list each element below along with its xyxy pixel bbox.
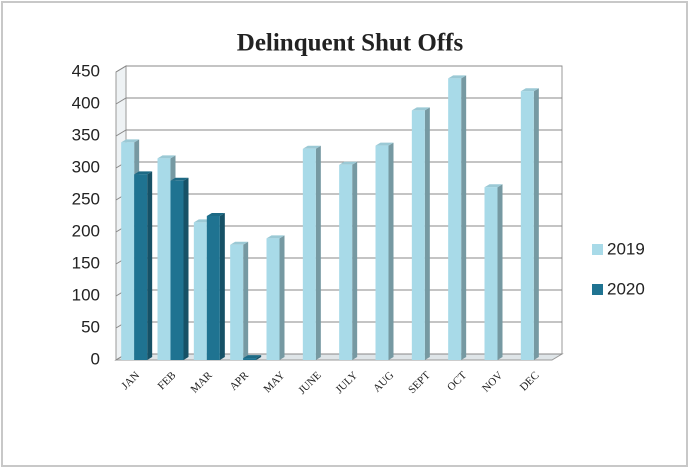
bar-top bbox=[170, 177, 189, 181]
bar-top bbox=[243, 355, 262, 359]
y-tick-label: 450 bbox=[72, 61, 100, 80]
bar bbox=[266, 238, 280, 360]
bar-side bbox=[497, 184, 503, 360]
bar bbox=[193, 222, 207, 360]
bar-top bbox=[520, 88, 539, 92]
y-tick-label: 100 bbox=[72, 285, 100, 304]
bar-top bbox=[230, 241, 249, 245]
bar-side bbox=[183, 177, 189, 360]
bar-top bbox=[484, 184, 503, 188]
y-tick-label: 250 bbox=[72, 189, 100, 208]
bar bbox=[375, 145, 389, 360]
bar-side bbox=[461, 75, 467, 361]
bar bbox=[484, 187, 498, 360]
bar bbox=[411, 110, 425, 361]
y-tick-label: 150 bbox=[72, 253, 100, 272]
bar-top bbox=[134, 171, 153, 175]
bar bbox=[243, 358, 257, 360]
bar-side bbox=[279, 235, 285, 360]
y-tick-label: 400 bbox=[72, 93, 100, 112]
grid-line bbox=[115, 97, 562, 105]
bar-side bbox=[147, 171, 153, 360]
bar-side bbox=[243, 241, 249, 360]
legend-label: 2020 bbox=[607, 279, 645, 298]
bar bbox=[170, 180, 184, 360]
legend-swatch bbox=[592, 244, 603, 255]
bar-side bbox=[533, 88, 539, 360]
bar bbox=[157, 158, 171, 360]
y-tick-label: 200 bbox=[72, 221, 100, 240]
bar-side bbox=[424, 107, 430, 361]
legend-label: 2019 bbox=[607, 239, 645, 258]
bar bbox=[121, 142, 135, 360]
bar-top bbox=[339, 161, 358, 165]
bar-side bbox=[315, 145, 321, 360]
bar-side bbox=[256, 355, 262, 360]
bar-top bbox=[266, 235, 285, 239]
y-tick-label: 50 bbox=[81, 317, 100, 336]
bar bbox=[230, 244, 244, 360]
bar bbox=[448, 78, 462, 361]
bar-top bbox=[411, 107, 430, 111]
bar bbox=[520, 91, 534, 360]
y-tick-label: 0 bbox=[91, 349, 100, 368]
bar-top bbox=[302, 145, 321, 149]
bar bbox=[302, 148, 316, 360]
bar-top bbox=[206, 213, 225, 216]
y-tick-label: 300 bbox=[72, 157, 100, 176]
bar bbox=[339, 164, 353, 360]
bar bbox=[206, 216, 220, 360]
bar-top bbox=[448, 75, 467, 79]
y-tick-label: 350 bbox=[72, 125, 100, 144]
legend-swatch bbox=[592, 284, 603, 295]
bar-side bbox=[352, 161, 358, 360]
bar-side bbox=[219, 213, 225, 360]
bar bbox=[134, 174, 148, 360]
chart-title: Delinquent Shut Offs bbox=[237, 30, 464, 57]
bar-top bbox=[121, 139, 140, 143]
bar-top bbox=[375, 142, 394, 146]
bar-side bbox=[388, 142, 394, 360]
grid-line bbox=[115, 65, 562, 73]
bar-top bbox=[157, 155, 176, 159]
